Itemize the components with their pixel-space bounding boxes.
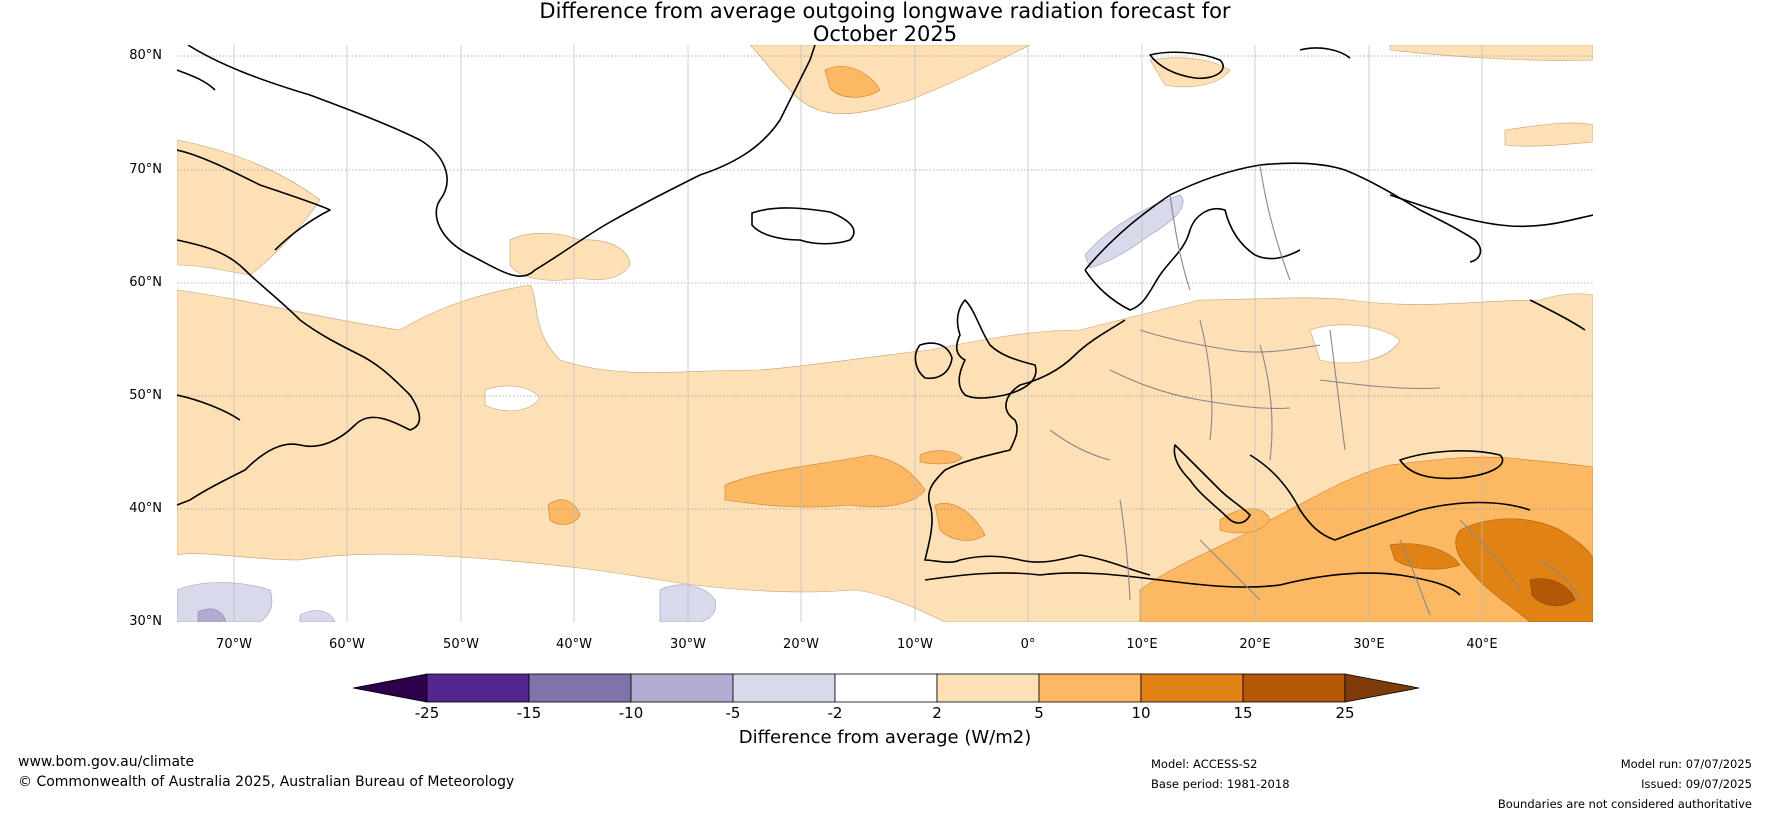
lon-label-60w: 60°W: [329, 637, 365, 652]
colorbar-tick-label: 5: [1034, 704, 1044, 722]
title-line-2: October 2025: [812, 22, 958, 46]
colorbar-tick-label: -2: [827, 704, 843, 722]
colorbar-segment: [1038, 673, 1142, 703]
colorbar-tick-label: -5: [725, 704, 741, 722]
lat-label-30n: 30°N: [129, 614, 162, 629]
colorbar: [352, 673, 1420, 703]
colorbar-segment: [630, 673, 734, 703]
footer-issued: Issued: 09/07/2025: [1641, 777, 1752, 791]
coastlines: [177, 45, 1593, 596]
lat-label-80n: 80°N: [129, 48, 162, 63]
lon-label-10e: 10°E: [1126, 637, 1158, 652]
anomaly-region-5-to-10: [724, 454, 926, 508]
footer-website: www.bom.gov.au/climate: [18, 754, 195, 770]
colorbar-title: Difference from average (W/m2): [738, 727, 1032, 748]
lat-label-40n: 40°N: [129, 501, 162, 516]
graticule: [177, 55, 1593, 510]
footer-base-period: Base period: 1981-2018: [1151, 777, 1290, 791]
map-title: Difference from average outgoing longwav…: [0, 0, 1770, 46]
lon-label-30w: 30°W: [670, 637, 706, 652]
footer-disclaimer: Boundaries are not considered authoritat…: [1497, 797, 1752, 811]
colorbar-segment: [1242, 673, 1346, 703]
colorbar-segment: [732, 673, 836, 703]
colorbar-segment: [528, 673, 632, 703]
lon-label-50w: 50°W: [443, 637, 479, 652]
footer-copyright: © Commonwealth of Australia 2025, Austra…: [18, 774, 515, 790]
footer-model-run: Model run: 07/07/2025: [1620, 757, 1752, 771]
lon-label-40w: 40°W: [556, 637, 592, 652]
colorbar-extend-high: [1344, 673, 1420, 703]
colorbar-tick-label: 15: [1233, 704, 1253, 722]
lon-label-10w: 10°W: [897, 637, 933, 652]
lat-label-70n: 70°N: [129, 162, 162, 177]
lon-label-20e: 20°E: [1239, 637, 1271, 652]
anomaly-region-neg-2-to-5: [177, 582, 273, 622]
colorbar-tick-label: 10: [1131, 704, 1151, 722]
lon-label-0: 0°: [1020, 637, 1036, 652]
colorbar-tick-label: 2: [932, 704, 942, 722]
footer-model: Model: ACCESS-S2: [1151, 757, 1258, 771]
colorbar-tick-label: -10: [618, 704, 644, 722]
country-borders: [1049, 164, 1581, 616]
lat-label-50n: 50°N: [129, 388, 162, 403]
colorbar-tick-label: 25: [1335, 704, 1355, 722]
colorbar-segment: [1140, 673, 1244, 703]
colorbar-segment: [834, 673, 938, 703]
title-line-1: Difference from average outgoing longwav…: [539, 0, 1231, 23]
colorbar-segment: [936, 673, 1040, 703]
colorbar-extend-low: [352, 673, 428, 703]
lat-label-60n: 60°N: [129, 275, 162, 290]
lon-label-30e: 30°E: [1353, 637, 1385, 652]
colorbar-tick-label: -15: [516, 704, 542, 722]
colorbar-segment: [426, 673, 530, 703]
colorbar-tick-label: -25: [414, 704, 440, 722]
lon-label-20w: 20°W: [783, 637, 819, 652]
lon-label-40e: 40°E: [1466, 637, 1498, 652]
lon-label-70w: 70°W: [216, 637, 252, 652]
